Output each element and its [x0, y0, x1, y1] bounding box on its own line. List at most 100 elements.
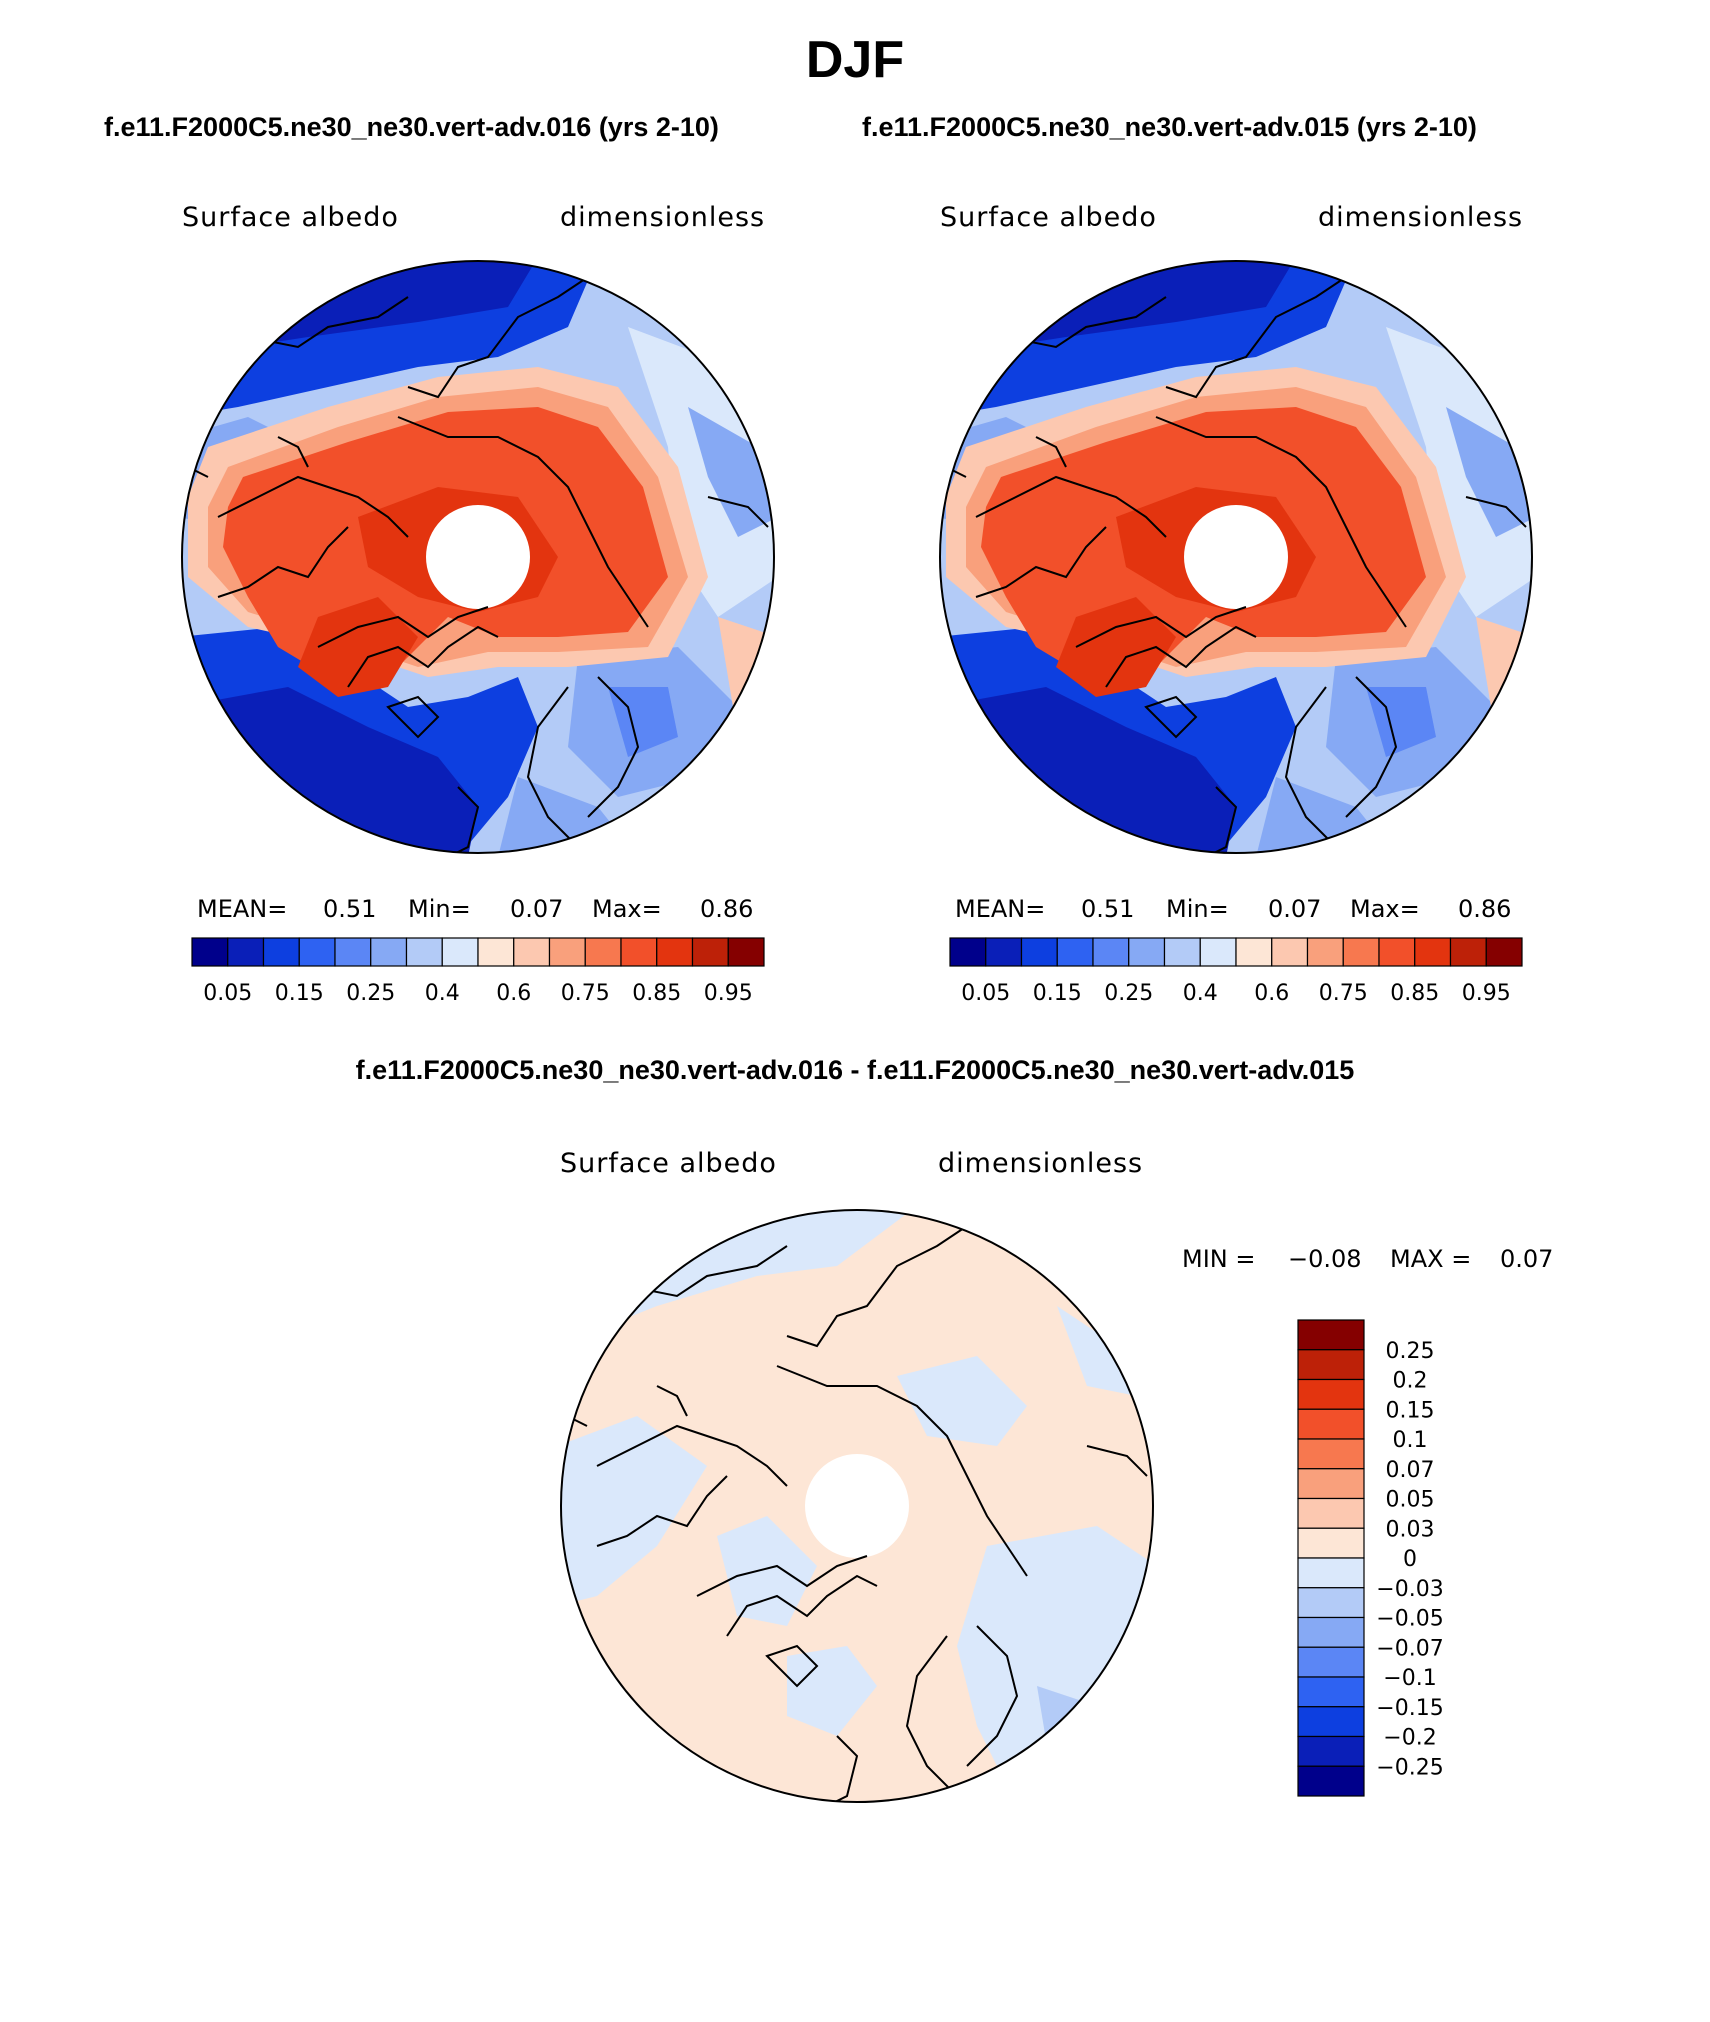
- cbar2-box-2: [1020, 937, 1058, 967]
- colorbar-panel1: 0.05 0.15 0.25 0.4 0.6 0.75 0.85 0.95: [191, 937, 765, 1006]
- cbar2-box-14: [1449, 937, 1487, 967]
- cbar3-label-1: 0.2: [1393, 1369, 1428, 1394]
- cbar1-box-2: [262, 937, 300, 967]
- panel1-max-value: 0.86: [700, 895, 754, 923]
- panel1-mean-value: 0.51: [323, 895, 377, 923]
- cbar3-box-12: [1297, 1676, 1365, 1708]
- cbar1-box-11: [584, 937, 622, 967]
- panel1-variable-label: Surface albedo: [182, 202, 399, 233]
- cbar2-label-5: 0.75: [1319, 981, 1368, 1006]
- cbar2-box-12: [1378, 937, 1416, 967]
- cbar2-box-10: [1306, 937, 1344, 967]
- colorbar-panel2: 0.05 0.15 0.25 0.4 0.6 0.75 0.85 0.95: [949, 937, 1523, 1006]
- map-panel2-albedo: [939, 260, 1533, 854]
- panel2-variable-label: Surface albedo: [940, 202, 1157, 233]
- cbar3-box-7: [1297, 1527, 1365, 1559]
- cbar1-label-1: 0.15: [275, 981, 324, 1006]
- cbar3-box-2: [1297, 1378, 1365, 1410]
- cbar3-box-4: [1297, 1438, 1365, 1470]
- cbar1-label-6: 0.85: [632, 981, 681, 1006]
- cbar3-label-9: −0.05: [1376, 1607, 1443, 1632]
- cbar3-box-9: [1297, 1587, 1365, 1619]
- cbar3-box-15: [1297, 1765, 1365, 1797]
- map-difference: [560, 1209, 1154, 1803]
- cbar3-label-11: −0.1: [1383, 1666, 1436, 1691]
- map-panel1-albedo: [181, 260, 775, 854]
- cbar3-box-5: [1297, 1468, 1365, 1500]
- panel1-case-title: f.e11.F2000C5.ne30_ne30.vert-adv.016 (yr…: [104, 112, 719, 142]
- panel2-min-value: 0.07: [1268, 895, 1322, 923]
- cbar3-label-0: 0.25: [1386, 1339, 1435, 1364]
- panel2-max-label: Max=: [1350, 895, 1420, 923]
- cbar3-box-8: [1297, 1557, 1365, 1589]
- cbar1-box-9: [513, 937, 551, 967]
- cbar1-box-10: [548, 937, 586, 967]
- diff-min-value: −0.08: [1288, 1245, 1362, 1273]
- cbar2-box-5: [1128, 937, 1166, 967]
- difference-title: f.e11.F2000C5.ne30_ne30.vert-adv.016 - f…: [355, 1055, 1355, 1085]
- panel2-max-value: 0.86: [1458, 895, 1512, 923]
- cbar1-box-12: [620, 937, 658, 967]
- panel1-units-label: dimensionless: [560, 202, 766, 233]
- cbar2-box-13: [1414, 937, 1452, 967]
- cbar3-box-13: [1297, 1706, 1365, 1738]
- panel2-units-label: dimensionless: [1318, 202, 1524, 233]
- cbar3-box-14: [1297, 1735, 1365, 1767]
- cbar3-box-3: [1297, 1408, 1365, 1440]
- diff-variable-label: Surface albedo: [560, 1148, 777, 1179]
- cbar2-box-7: [1199, 937, 1237, 967]
- cbar1-box-4: [334, 937, 372, 967]
- cbar3-label-6: 0.03: [1386, 1517, 1435, 1542]
- cbar3-label-2: 0.15: [1386, 1398, 1435, 1423]
- cbar3-label-3: 0.1: [1393, 1428, 1428, 1453]
- cbar2-box-8: [1235, 937, 1273, 967]
- cbar1-box-1: [227, 937, 265, 967]
- cbar2-box-11: [1342, 937, 1380, 967]
- cbar2-box-6: [1163, 937, 1201, 967]
- diff-max-label: MAX =: [1390, 1245, 1472, 1273]
- cbar1-box-5: [370, 937, 408, 967]
- panel2-mean-value: 0.51: [1081, 895, 1135, 923]
- cbar3-box-11: [1297, 1646, 1365, 1678]
- cbar3-label-7: 0: [1403, 1547, 1417, 1572]
- cbar1-box-14: [691, 937, 729, 967]
- diff-min-label: MIN =: [1182, 1245, 1256, 1273]
- cbar2-box-15: [1485, 937, 1523, 967]
- diff-max-value: 0.07: [1500, 1245, 1554, 1273]
- page-title: DJF: [805, 31, 905, 89]
- cbar3-label-8: −0.03: [1376, 1577, 1443, 1602]
- panel2-min-label: Min=: [1166, 895, 1229, 923]
- cbar1-box-15: [727, 937, 765, 967]
- cbar3-label-10: −0.07: [1376, 1636, 1443, 1661]
- cbar2-box-0: [949, 937, 987, 967]
- cbar1-label-0: 0.05: [203, 981, 252, 1006]
- cbar3-box-0: [1297, 1319, 1365, 1351]
- cbar3-label-4: 0.07: [1386, 1458, 1435, 1483]
- cbar3-box-1: [1297, 1349, 1365, 1381]
- panel1-mean-label: MEAN=: [197, 895, 288, 923]
- cbar3-label-14: −0.25: [1376, 1755, 1443, 1780]
- cbar2-box-9: [1271, 937, 1309, 967]
- cbar1-box-13: [656, 937, 694, 967]
- cbar1-label-3: 0.4: [425, 981, 460, 1006]
- cbar2-box-3: [1056, 937, 1094, 967]
- colorbar-difference: 0.25 0.2 0.15 0.1 0.07 0.05 0.03 0 −0.03 −0.05 −0.…: [1297, 1319, 1444, 1797]
- cbar2-label-0: 0.05: [961, 981, 1010, 1006]
- diff-units-label: dimensionless: [938, 1148, 1144, 1179]
- cbar2-label-1: 0.15: [1033, 981, 1082, 1006]
- cbar2-box-1: [985, 937, 1023, 967]
- panel1-max-label: Max=: [592, 895, 662, 923]
- cbar2-label-6: 0.85: [1390, 981, 1439, 1006]
- cbar3-label-5: 0.05: [1386, 1488, 1435, 1513]
- cbar1-box-3: [298, 937, 336, 967]
- cbar3-label-12: −0.15: [1376, 1696, 1443, 1721]
- cbar1-box-6: [405, 937, 443, 967]
- cbar2-box-4: [1092, 937, 1130, 967]
- cbar2-label-2: 0.25: [1104, 981, 1153, 1006]
- cbar1-label-5: 0.75: [561, 981, 610, 1006]
- cbar2-label-3: 0.4: [1183, 981, 1218, 1006]
- panel1-min-label: Min=: [408, 895, 471, 923]
- cbar2-label-4: 0.6: [1254, 981, 1289, 1006]
- cbar1-label-4: 0.6: [496, 981, 531, 1006]
